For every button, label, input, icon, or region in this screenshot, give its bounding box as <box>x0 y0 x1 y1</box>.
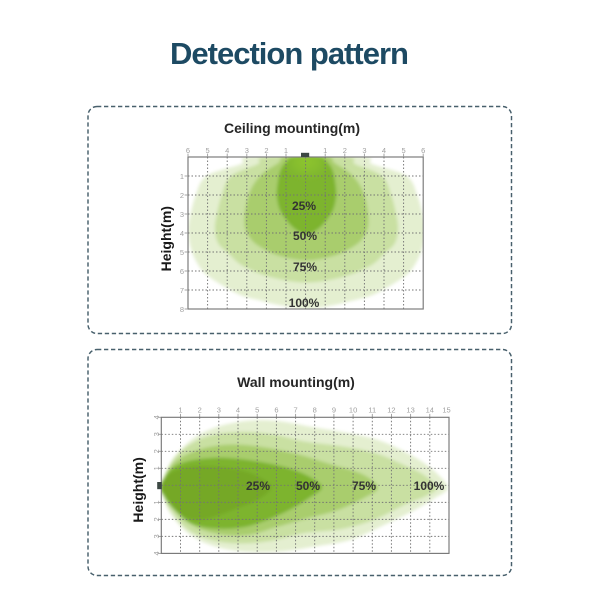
svg-text:1: 1 <box>178 406 182 415</box>
svg-text:50%: 50% <box>293 229 317 243</box>
svg-text:2: 2 <box>343 146 347 155</box>
svg-text:75%: 75% <box>352 479 376 493</box>
svg-text:10: 10 <box>349 406 357 415</box>
svg-text:6: 6 <box>421 146 425 155</box>
svg-text:100%: 100% <box>289 296 320 310</box>
svg-text:Detection pattern: Detection pattern <box>170 36 408 71</box>
svg-text:9: 9 <box>332 406 336 415</box>
svg-text:6: 6 <box>274 406 278 415</box>
svg-text:15: 15 <box>442 406 450 415</box>
svg-text:5: 5 <box>206 146 210 155</box>
svg-text:7: 7 <box>180 286 184 295</box>
svg-text:Wall mounting(m): Wall mounting(m) <box>237 374 355 390</box>
svg-text:13: 13 <box>406 406 414 415</box>
svg-text:2: 2 <box>180 191 184 200</box>
svg-text:11: 11 <box>368 406 376 415</box>
svg-text:1: 1 <box>152 466 161 470</box>
svg-text:6: 6 <box>180 267 184 276</box>
svg-text:3: 3 <box>217 406 221 415</box>
svg-text:4: 4 <box>382 146 386 155</box>
svg-text:100%: 100% <box>414 479 445 493</box>
svg-text:1: 1 <box>180 172 184 181</box>
svg-text:4: 4 <box>152 551 161 555</box>
svg-text:4: 4 <box>236 406 240 415</box>
svg-text:1: 1 <box>323 146 327 155</box>
svg-text:Height(m): Height(m) <box>130 457 146 522</box>
svg-text:50%: 50% <box>296 479 320 493</box>
svg-text:1: 1 <box>152 500 161 504</box>
svg-text:3: 3 <box>152 534 161 538</box>
svg-text:25%: 25% <box>246 479 270 493</box>
svg-text:25%: 25% <box>292 199 316 213</box>
svg-text:2: 2 <box>198 406 202 415</box>
svg-text:3: 3 <box>362 146 366 155</box>
svg-text:4: 4 <box>225 146 229 155</box>
svg-text:14: 14 <box>426 406 434 415</box>
svg-text:5: 5 <box>255 406 259 415</box>
svg-text:Ceiling mounting(m): Ceiling mounting(m) <box>224 120 360 136</box>
svg-text:Height(m): Height(m) <box>158 206 174 271</box>
svg-text:1: 1 <box>284 146 288 155</box>
svg-text:5: 5 <box>402 146 406 155</box>
svg-text:6: 6 <box>186 146 190 155</box>
svg-text:4: 4 <box>152 415 161 419</box>
svg-text:7: 7 <box>294 406 298 415</box>
svg-text:3: 3 <box>180 210 184 219</box>
svg-text:4: 4 <box>180 229 184 238</box>
svg-text:8: 8 <box>180 305 184 314</box>
svg-text:75%: 75% <box>293 260 317 274</box>
svg-text:5: 5 <box>180 248 184 257</box>
svg-text:2: 2 <box>152 449 161 453</box>
svg-text:2: 2 <box>152 517 161 521</box>
svg-text:8: 8 <box>313 406 317 415</box>
svg-text:2: 2 <box>264 146 268 155</box>
svg-text:3: 3 <box>245 146 249 155</box>
svg-text:3: 3 <box>152 432 161 436</box>
svg-text:12: 12 <box>387 406 395 415</box>
